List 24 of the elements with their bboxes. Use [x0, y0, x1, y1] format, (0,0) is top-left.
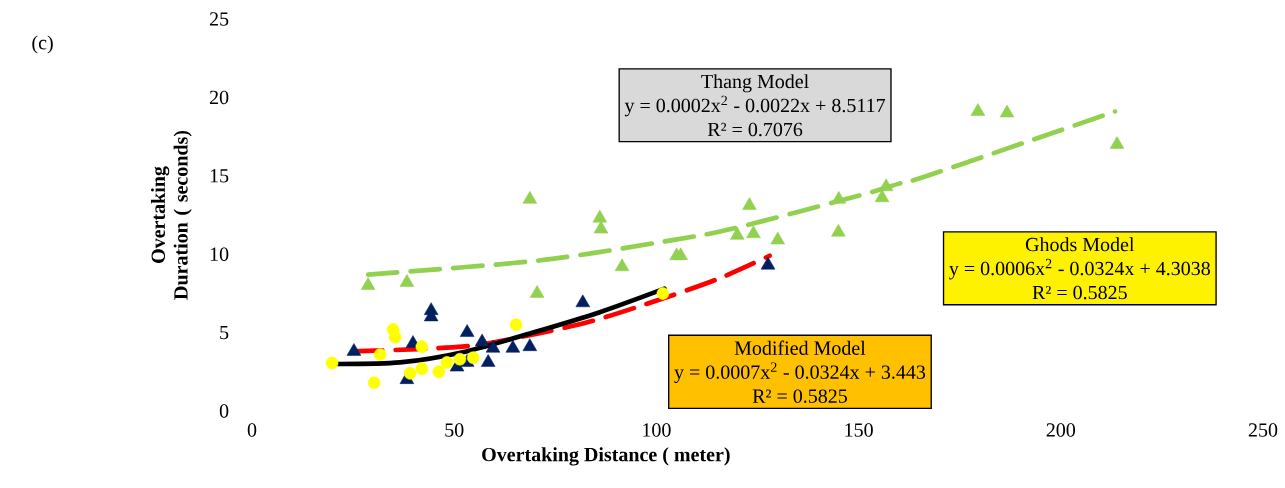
- x-tick-label: 150: [845, 423, 873, 437]
- y-tick-label: 15: [210, 169, 229, 183]
- annotation: y = 0.0002x$^{2}$ - 0.0022x + 8.5117: [624, 95, 886, 117]
- y-tick-label: 0: [219, 404, 229, 418]
- y-tick-label: 5: [220, 325, 229, 340]
- annotation: R² = 0.7076: [707, 122, 803, 137]
- y-tick-label: 25: [209, 12, 229, 26]
- x-tick-label: 250: [1248, 423, 1278, 437]
- y-axis-title: Overtaking Duration ( seconds): [150, 130, 192, 300]
- x-tick-label: 200: [1046, 423, 1076, 437]
- y-tick-label: 20: [209, 90, 229, 105]
- annotation: Modified Model: [734, 340, 866, 355]
- annotation: R² = 0.5825: [752, 389, 847, 403]
- x-tick-label: 100: [643, 423, 671, 437]
- annotation: y = 0.0006x$^{2}$ - 0.0324x + 4.3038: [949, 258, 1210, 280]
- x-axis-title: Overtaking Distance ( meter): [482, 447, 730, 466]
- annotation: R² = 0.5825: [1032, 285, 1127, 300]
- y-tick-label: 10: [210, 247, 229, 261]
- annotation: Thang Model: [701, 74, 809, 93]
- x-tick-label: 0: [247, 423, 257, 437]
- x-tick-label: 50: [445, 423, 464, 437]
- annotation: y = 0.0007x$^{2}$ - 0.0324x + 3.443: [674, 362, 926, 383]
- text: (c): [32, 35, 53, 54]
- annotation: Ghods Model: [1025, 237, 1135, 252]
